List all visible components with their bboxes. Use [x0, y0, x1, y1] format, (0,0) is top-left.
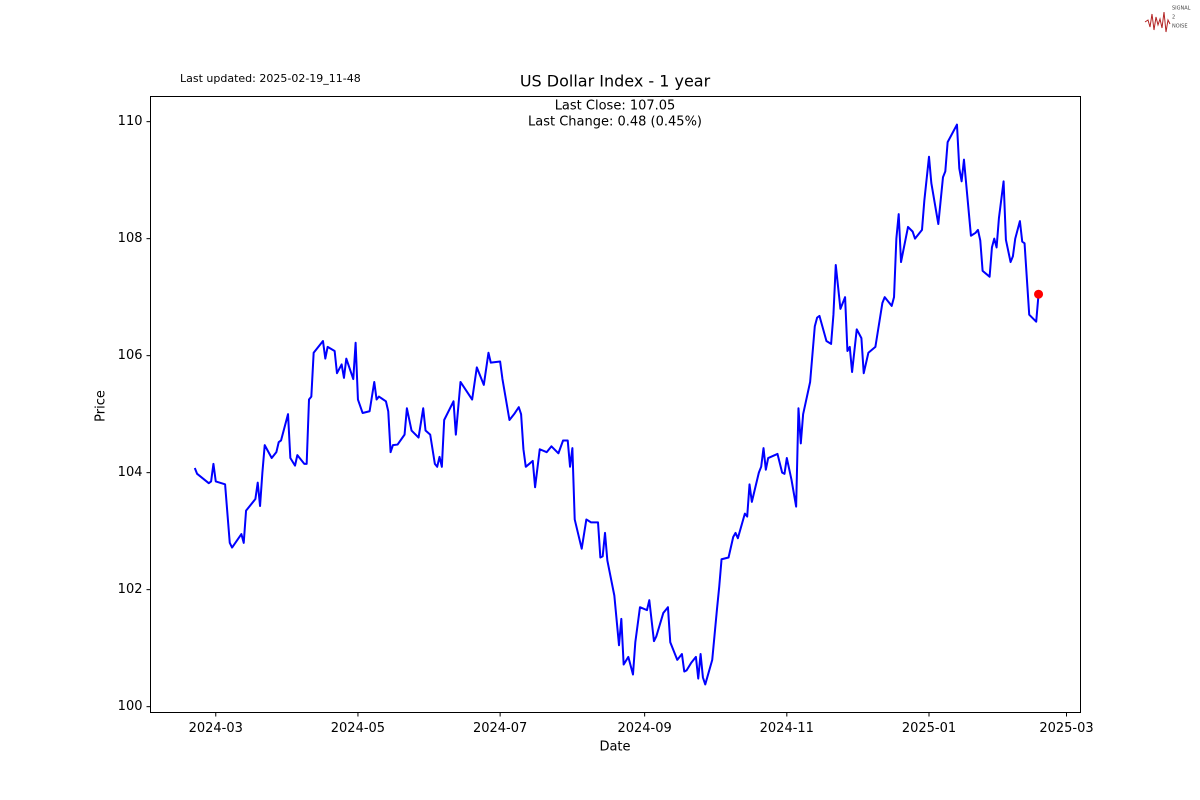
x-tick-label: 2024-05	[331, 721, 385, 736]
logo-text: 2	[1172, 15, 1175, 21]
price-line	[193, 123, 1040, 686]
y-tick-label: 100	[118, 699, 143, 714]
y-tick-label: 102	[118, 582, 143, 597]
logo-text: NOISE	[1172, 24, 1187, 30]
x-axis-label: Date	[599, 740, 630, 755]
y-axis-label: Price	[94, 390, 109, 422]
x-tick-label: 2025-01	[902, 721, 956, 736]
y-tick-label: 110	[118, 114, 143, 129]
x-tick-label: 2024-09	[617, 721, 671, 736]
subtitle: Last updated: 2025-02-19_11-48	[180, 72, 361, 85]
plot-frame	[150, 96, 1081, 713]
logo-text: SIGNAL	[1172, 6, 1191, 12]
logo-wave	[1144, 11, 1171, 33]
x-tick-label: 2024-11	[760, 721, 814, 736]
annotation: Last Change: 0.48 (0.45%)	[528, 115, 702, 130]
x-tick-label: 2024-07	[473, 721, 527, 736]
annotation: Last Close: 107.05	[555, 99, 676, 114]
x-tick-label: 2024-03	[189, 721, 243, 736]
last-point-marker	[1034, 289, 1044, 299]
chart-title: US Dollar Index - 1 year	[520, 72, 711, 91]
x-tick-label: 2025-03	[1039, 721, 1093, 736]
y-tick-label: 104	[118, 465, 143, 480]
y-tick-label: 106	[118, 348, 143, 363]
y-tick-label: 108	[118, 231, 143, 246]
